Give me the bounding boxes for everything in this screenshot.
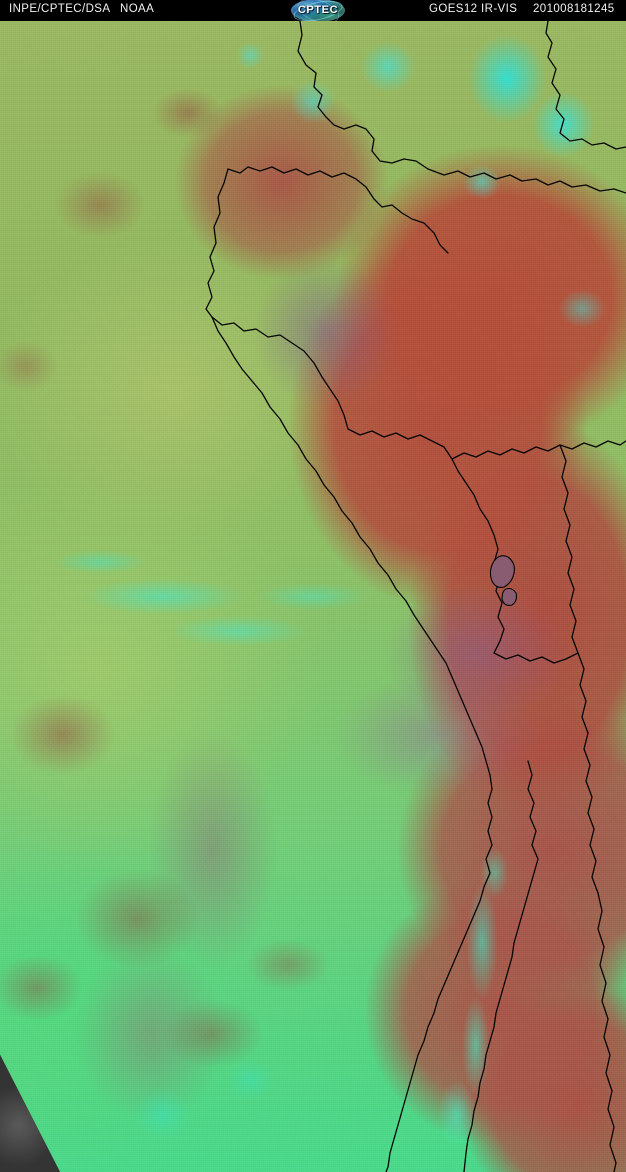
coastline-peru (211, 316, 491, 776)
lake-titicaca (489, 555, 515, 588)
cptec-logo: CPTEC (291, 0, 345, 21)
satellite-product-label: GOES12 IR-VIS (429, 3, 518, 15)
cptec-logo-text: CPTEC (297, 4, 339, 16)
timestamp-label: 201008181245 (533, 3, 615, 15)
border-colombia-north (297, 21, 429, 170)
border-ecuador-south (211, 316, 349, 430)
coastline-chile (385, 774, 493, 1172)
cold-cloud-layer (0, 21, 626, 1172)
border-argentina-east (597, 892, 617, 1172)
border-bolivia-east (559, 444, 579, 654)
source-institution-label: INPE/CPTEC/DSA (9, 3, 111, 15)
coast-ecuador (205, 168, 229, 318)
border-chile-argentina (463, 760, 539, 1172)
border-venezuela (545, 21, 626, 150)
border-peru-bolivia (493, 534, 505, 654)
border-argentina-brazil (577, 652, 599, 894)
sensor-noise-texture (0, 21, 626, 1172)
lake-poopo (501, 587, 518, 606)
agency-label: NOAA (120, 3, 155, 15)
satellite-image-canvas (0, 21, 626, 1172)
country-borders-overlay (205, 21, 626, 1172)
border-colombia-venezuela (427, 168, 626, 194)
image-header-bar: INPE/CPTEC/DSA NOAA CPTEC GOES12 IR-VIS … (0, 0, 626, 21)
border-bolivia-south (493, 652, 579, 664)
globe-icon (291, 0, 345, 21)
border-bolivia-north (451, 440, 626, 460)
border-peru-brazil (347, 428, 495, 536)
border-ecuador-north (227, 166, 449, 254)
